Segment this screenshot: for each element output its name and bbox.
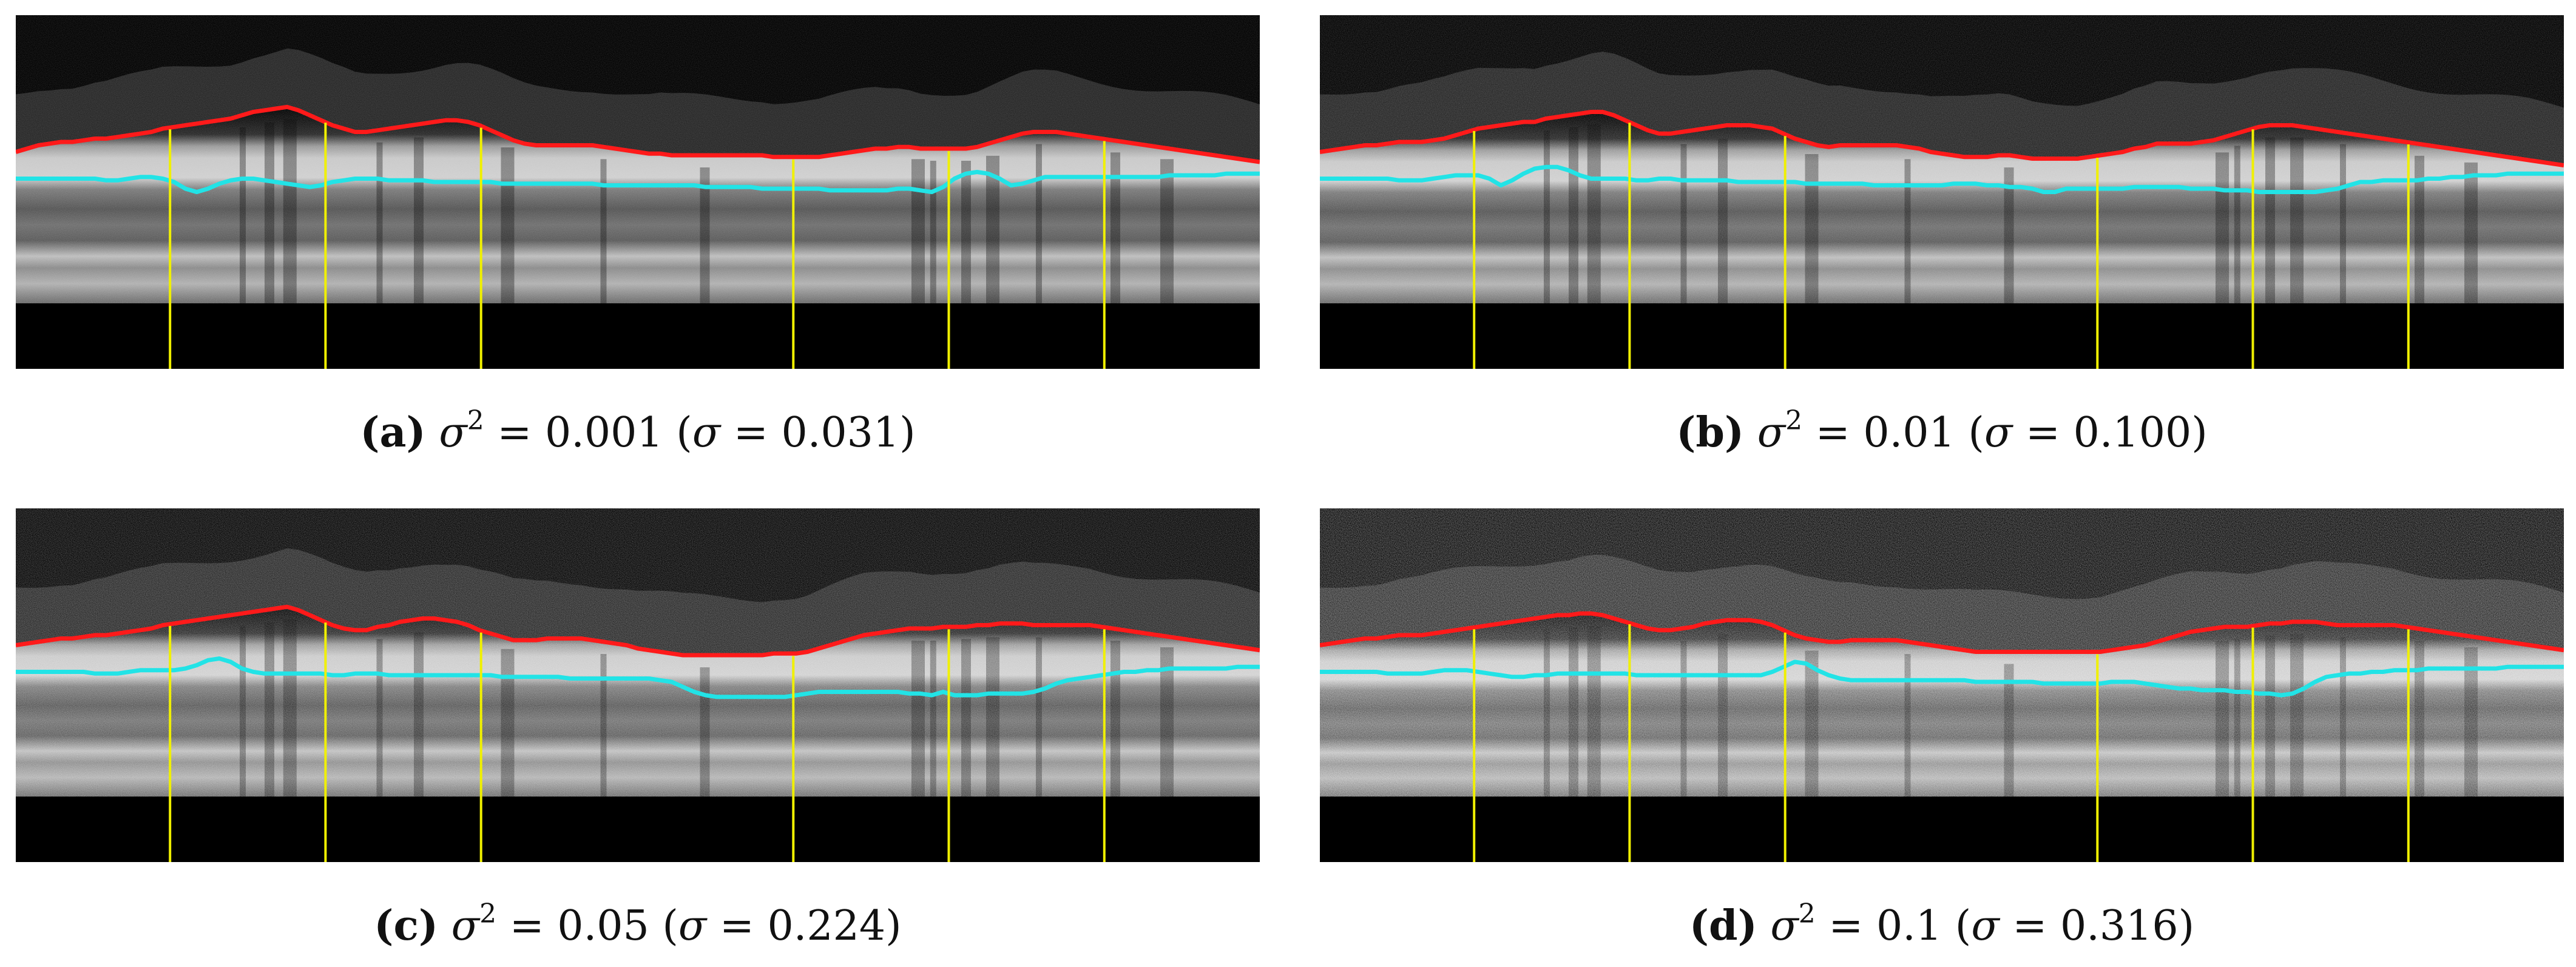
sigma-symbol: σ [451,902,480,950]
oct-scan-svg [1320,508,2564,862]
caption-a: (a) σ2 = 0.001 (σ = 0.031) [16,408,1260,457]
oct-image-d [1320,508,2564,862]
std-value: = 0.100) [2025,409,2208,457]
variance-value: = 0.05 [509,902,649,950]
oct-scan-svg [1320,15,2564,369]
caption-d: (d) σ2 = 0.1 (σ = 0.316) [1320,898,2564,951]
cyan-boundary-line [16,656,1260,699]
open-paren: ( [1968,409,1984,457]
exponent: 2 [1785,405,1803,436]
caption-letter: (d) [1689,901,1757,950]
caption-letter: (c) [374,901,439,950]
oct-scan-svg [16,15,1260,369]
sigma-symbol-2: σ [692,409,721,457]
open-paren: ( [1955,902,1972,950]
oct-image-a [16,15,1260,369]
cyan-boundary-line [16,170,1260,194]
caption-letter: (a) [360,408,426,457]
variance-value: = 0.1 [1828,902,1942,950]
sigma-symbol-2: σ [1984,409,2013,457]
open-paren: ( [676,409,692,457]
variance-value: = 0.001 [497,409,663,457]
sigma-symbol-2: σ [678,902,707,950]
oct-scan-svg [16,508,1260,862]
red-boundary-line [16,604,1260,658]
cyan-boundary-line [1320,164,2564,194]
sigma-symbol: σ [1757,409,1786,457]
oct-image-c [16,508,1260,862]
oct-image-b [1320,15,2564,369]
red-boundary-line [1320,110,2564,167]
std-value: = 0.316) [2012,902,2195,950]
red-boundary-line [1320,611,2564,654]
exponent: 2 [479,898,497,929]
caption-letter: (b) [1676,408,1745,457]
red-boundary-line [16,104,1260,164]
caption-b: (b) σ2 = 0.01 (σ = 0.100) [1320,408,2564,457]
std-value: = 0.031) [733,409,916,457]
exponent: 2 [467,405,484,436]
cyan-boundary-line [1320,659,2564,698]
variance-value: = 0.01 [1815,409,1955,457]
sigma-symbol: σ [439,409,467,457]
open-paren: ( [662,902,678,950]
exponent: 2 [1798,898,1816,929]
sigma-symbol-2: σ [1971,902,2000,950]
std-value: = 0.224) [719,902,902,950]
sigma-symbol: σ [1770,902,1799,950]
caption-c: (c) σ2 = 0.05 (σ = 0.224) [16,898,1260,951]
